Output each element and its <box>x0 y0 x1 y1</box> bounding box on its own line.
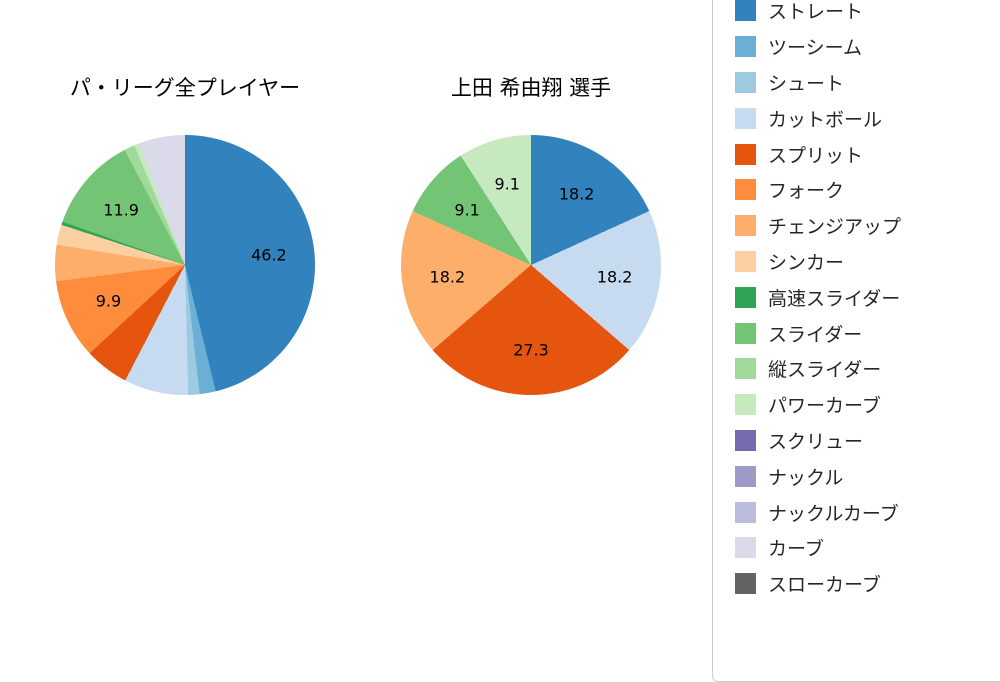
legend-item-label: カットボール <box>768 108 883 131</box>
legend-item-label: カーブ <box>768 538 824 561</box>
legend-item: 高速スライダー <box>735 279 1000 315</box>
left-chart-title: パ・リーグ全プレイヤー <box>69 76 301 100</box>
legend-item-label: 縦スライダー <box>768 359 882 382</box>
pie-value-label: 18.2 <box>429 267 466 287</box>
legend-swatch-icon <box>735 358 756 380</box>
legend-item: パワーカーブ <box>735 387 1000 423</box>
legend-swatch-icon <box>735 215 756 237</box>
legend-item: フォーク <box>735 172 1000 208</box>
legend-item: スライダー <box>735 315 1000 351</box>
legend-item-label: ストレート <box>768 1 864 24</box>
legend-item: カーブ <box>735 530 1000 566</box>
legend-item-label: スクリュー <box>768 430 864 453</box>
legend-item-label: ナックル <box>768 466 844 489</box>
legend-swatch-icon <box>735 465 756 487</box>
legend-swatch-icon <box>735 501 756 523</box>
pie-value-label: 9.1 <box>454 200 480 220</box>
pie-value-label: 18.2 <box>596 267 633 287</box>
pie-chart-league-all-players: 46.2 9.9 11.9 <box>55 135 315 395</box>
figure: パ・リーグ全プレイヤー 上田 希由翔 選手 46.2 9.9 11.9 18.2 18… <box>55 0 1000 682</box>
pie-value-label: 9.9 <box>95 291 122 311</box>
legend-swatch-icon <box>735 322 756 344</box>
pie-value-label: 27.3 <box>513 340 549 359</box>
legend-swatch-icon <box>735 143 756 165</box>
pie-value-label: 46.2 <box>251 245 287 265</box>
legend-item-label: フォーク <box>768 180 845 203</box>
legend-swatch-icon <box>735 537 756 559</box>
legend-swatch-icon <box>735 107 756 129</box>
legend-swatch-icon <box>735 179 756 201</box>
legend-item-label: パワーカーブ <box>768 395 881 418</box>
legend-swatch-icon <box>735 71 756 93</box>
legend-item-label: スプリット <box>768 144 864 167</box>
pie-value-label: 9.1 <box>494 174 520 194</box>
legend-item-label: スローカーブ <box>768 574 881 597</box>
legend-item: ストレート <box>735 0 1000 29</box>
legend-swatch-icon <box>735 0 756 22</box>
pie-value-label: 11.9 <box>103 200 139 220</box>
legend-swatch-icon <box>735 36 756 58</box>
legend: ストレートツーシームシュートカットボール スプリットフォークチェンジアップ シンカー… <box>712 0 1000 682</box>
right-chart-title: 上田 希由翔 選手 <box>450 76 612 100</box>
legend-item: ナックルカーブ <box>735 494 1000 530</box>
legend-item: スプリット <box>735 136 1000 172</box>
legend-item: スクリュー <box>735 423 1000 459</box>
legend-item: ツーシーム <box>735 29 1000 65</box>
legend-item-label: ツーシーム <box>768 37 863 60</box>
legend-swatch-icon <box>735 573 756 595</box>
legend-item-label: チェンジアップ <box>768 216 902 239</box>
pie-value-label: 18.2 <box>558 184 595 204</box>
legend-item: シュート <box>735 65 1000 101</box>
legend-item-label: シュート <box>768 72 845 95</box>
legend-items: ストレートツーシームシュートカットボール スプリットフォークチェンジアップ シンカー… <box>735 0 1000 602</box>
legend-item: チェンジアップ <box>735 208 1000 244</box>
legend-item-label: スライダー <box>768 323 863 346</box>
legend-swatch-icon <box>735 394 756 416</box>
legend-item-label: ナックルカーブ <box>768 502 899 525</box>
legend-item: カットボール <box>735 100 1000 136</box>
legend-swatch-icon <box>735 250 756 272</box>
legend-item: 縦スライダー <box>735 351 1000 387</box>
legend-item: シンカー <box>735 244 1000 280</box>
legend-swatch-icon <box>735 429 756 451</box>
legend-item-label: シンカー <box>768 251 845 274</box>
legend-swatch-icon <box>735 286 756 308</box>
legend-item: ナックル <box>735 458 1000 494</box>
legend-item-label: 高速スライダー <box>768 287 901 310</box>
legend-item: スローカーブ <box>735 566 1000 602</box>
pie-chart-player-ueda: 18.2 18.2 27.3 18.2 9.1 9.1 <box>401 135 661 395</box>
